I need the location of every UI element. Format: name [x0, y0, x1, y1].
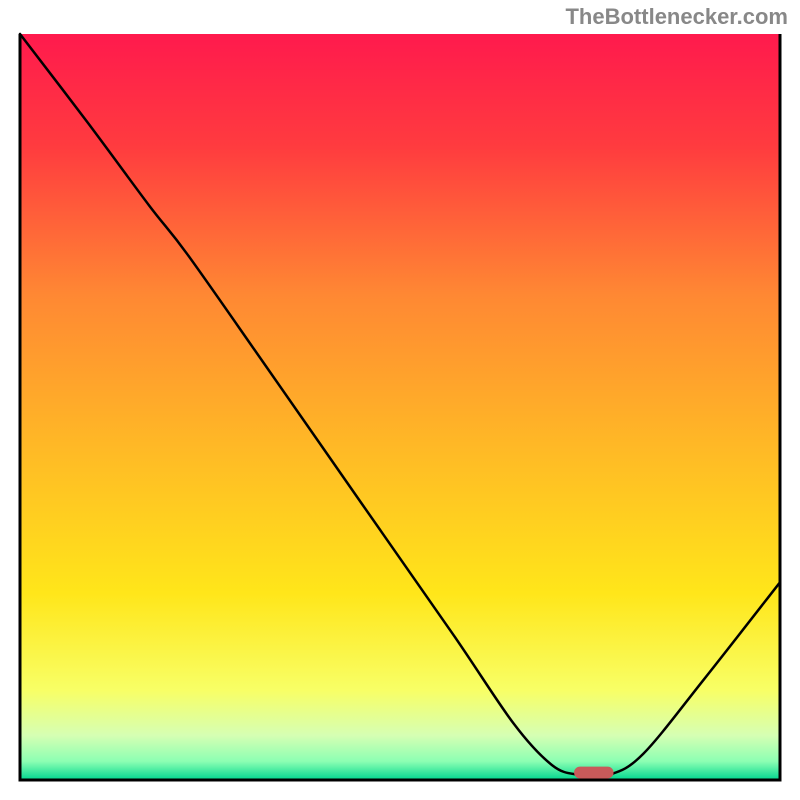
optimum-marker [574, 767, 614, 779]
watermark-text: TheBottlenecker.com [565, 4, 788, 30]
heatmap-gradient-fill [20, 34, 780, 780]
bottleneck-chart: TheBottlenecker.com [0, 0, 800, 800]
chart-svg [0, 0, 800, 800]
